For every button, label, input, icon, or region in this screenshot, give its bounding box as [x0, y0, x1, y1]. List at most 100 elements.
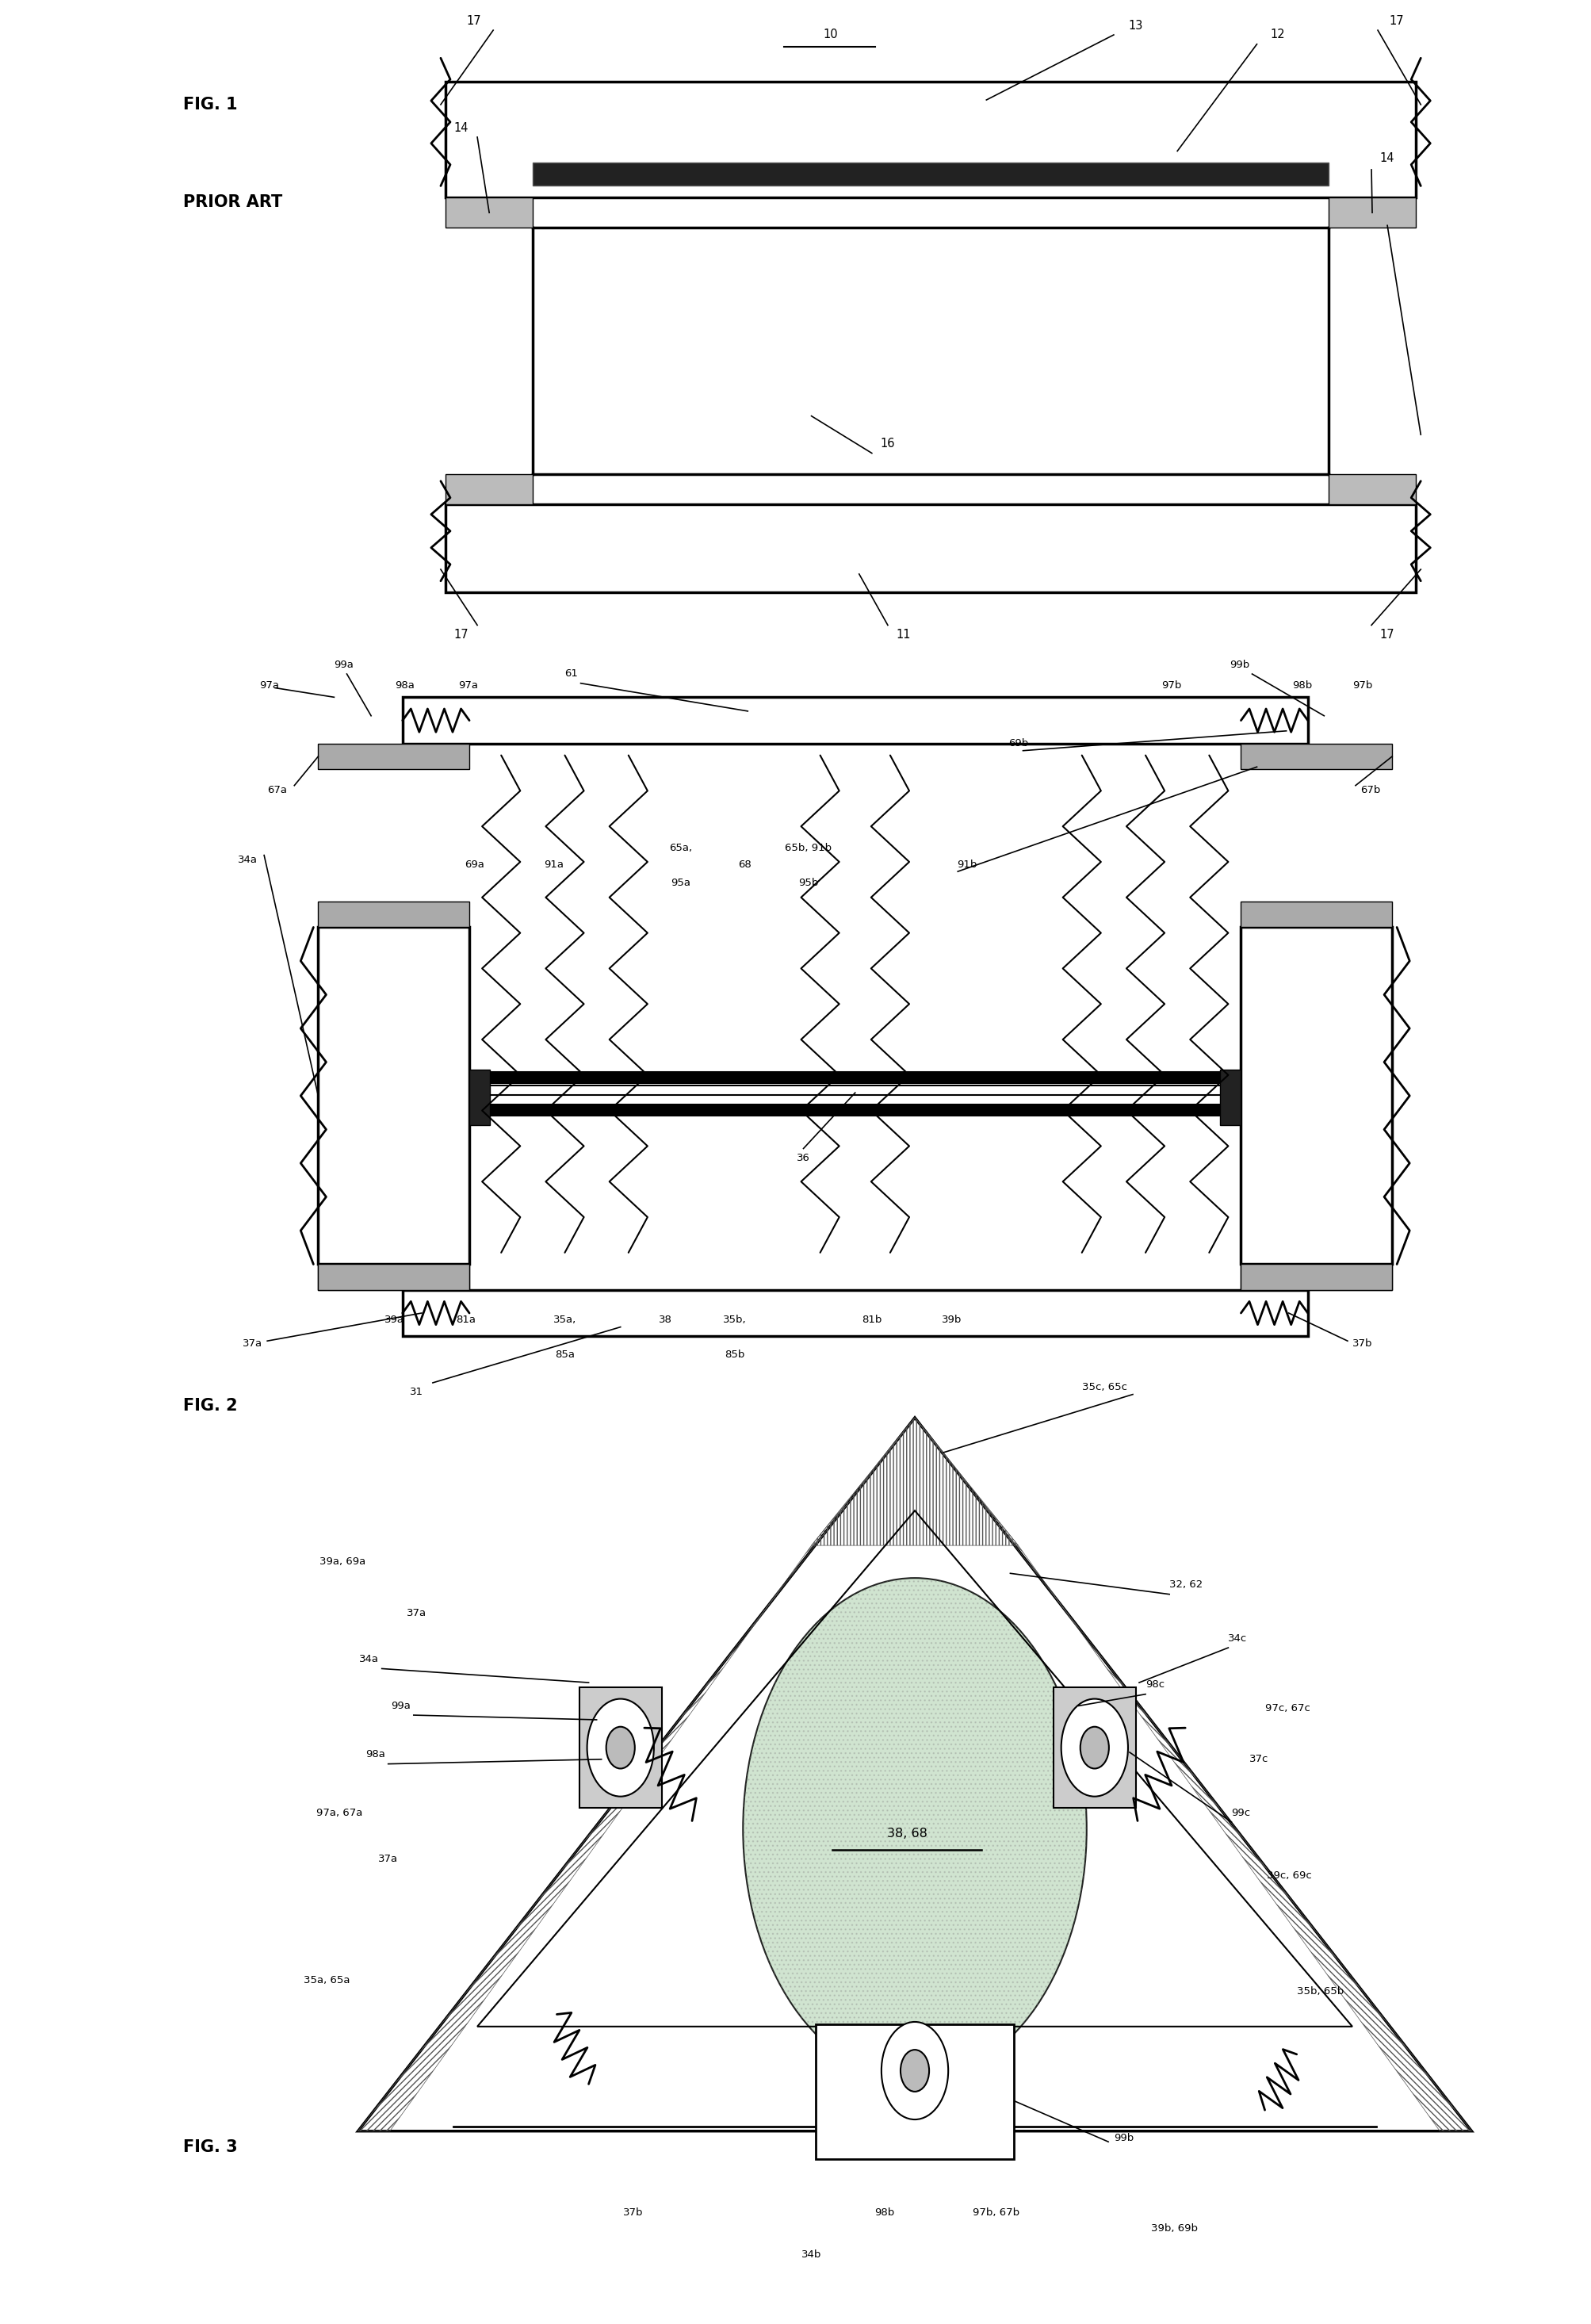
Text: 67a: 67a — [267, 786, 286, 795]
Bar — [403, 697, 1308, 744]
Bar — [1220, 1069, 1241, 1125]
Text: 68: 68 — [738, 860, 751, 869]
Text: 37b: 37b — [624, 2208, 643, 2217]
Text: 35c, 65c: 35c, 65c — [1082, 1383, 1126, 1392]
Text: 11: 11 — [896, 627, 912, 641]
Circle shape — [606, 1727, 635, 1769]
Text: 65b, 91b: 65b, 91b — [784, 844, 832, 853]
Text: 98c: 98c — [1146, 1680, 1165, 1690]
Text: 99a: 99a — [334, 660, 353, 669]
Text: 97b: 97b — [1161, 681, 1182, 690]
Text: 35b,: 35b, — [724, 1315, 746, 1325]
Text: FIG. 3: FIG. 3 — [183, 2140, 237, 2154]
Bar — [318, 1264, 469, 1290]
Text: 35a,: 35a, — [554, 1315, 576, 1325]
Bar — [815, 2024, 1015, 2159]
Text: 39a: 39a — [385, 1315, 404, 1325]
Circle shape — [587, 1699, 654, 1796]
Text: 91a: 91a — [544, 860, 563, 869]
Bar — [445, 504, 1416, 593]
Bar — [469, 1069, 490, 1125]
Text: FIG. 1: FIG. 1 — [183, 98, 237, 112]
Text: 97a, 67a: 97a, 67a — [317, 1808, 363, 1817]
Text: 95a: 95a — [671, 878, 690, 888]
Text: 32, 62: 32, 62 — [1169, 1580, 1203, 1590]
Bar — [318, 1264, 469, 1290]
Text: 85b: 85b — [725, 1350, 745, 1360]
Bar — [533, 163, 1328, 186]
Text: 34a: 34a — [239, 855, 258, 865]
Text: 69a: 69a — [465, 860, 484, 869]
Text: 39b, 69b: 39b, 69b — [1150, 2224, 1198, 2233]
Bar — [318, 927, 469, 1264]
Text: 17: 17 — [453, 627, 469, 641]
Text: 35a, 65a: 35a, 65a — [304, 1975, 350, 1985]
Text: 99c: 99c — [1231, 1808, 1251, 1817]
Text: 17: 17 — [1389, 14, 1405, 28]
Text: 39b: 39b — [942, 1315, 961, 1325]
Text: 39c, 69c: 39c, 69c — [1266, 1871, 1311, 1880]
Text: PRIOR ART: PRIOR ART — [183, 195, 282, 209]
Text: 99b: 99b — [1114, 2133, 1134, 2143]
Bar — [477, 1104, 1233, 1116]
Text: 31: 31 — [410, 1387, 423, 1397]
Bar — [1053, 1687, 1136, 1808]
Text: 37c: 37c — [1249, 1755, 1268, 1764]
Text: 81b: 81b — [862, 1315, 881, 1325]
Text: 17: 17 — [1379, 627, 1395, 641]
Text: 13: 13 — [1128, 19, 1144, 33]
Bar — [1328, 198, 1416, 228]
Text: 98b: 98b — [875, 2208, 894, 2217]
Text: 38, 68: 38, 68 — [886, 1827, 928, 1841]
Text: 14: 14 — [1379, 151, 1395, 165]
Text: 17: 17 — [466, 14, 482, 28]
Bar — [1241, 902, 1392, 927]
Text: 34a: 34a — [360, 1655, 379, 1664]
Text: 67b: 67b — [1360, 786, 1381, 795]
Bar — [1241, 1264, 1392, 1290]
Bar — [1241, 927, 1392, 1264]
Bar — [403, 1290, 1308, 1336]
Bar — [445, 198, 533, 228]
Polygon shape — [358, 1418, 1472, 2131]
Text: 14: 14 — [453, 121, 469, 135]
Text: 95b: 95b — [799, 878, 818, 888]
Text: 98a: 98a — [395, 681, 414, 690]
Text: 34c: 34c — [1228, 1634, 1247, 1643]
Bar — [477, 1071, 1233, 1083]
Text: 38: 38 — [659, 1315, 671, 1325]
Text: 98a: 98a — [366, 1750, 385, 1759]
Circle shape — [901, 2050, 929, 2092]
Text: 91b: 91b — [958, 860, 977, 869]
Text: 35b, 65b: 35b, 65b — [1297, 1987, 1344, 1996]
Text: FIG. 2: FIG. 2 — [183, 1399, 237, 1413]
Text: 34b: 34b — [802, 2250, 821, 2259]
Bar — [1241, 1264, 1392, 1290]
Text: 61: 61 — [565, 669, 578, 679]
Bar — [318, 744, 469, 769]
Text: 37a: 37a — [377, 1855, 398, 1864]
Circle shape — [1061, 1699, 1128, 1796]
Text: 69b: 69b — [1009, 739, 1028, 748]
Text: 36: 36 — [797, 1153, 810, 1162]
Text: 16: 16 — [880, 437, 896, 451]
Bar — [445, 474, 533, 504]
Text: 85a: 85a — [555, 1350, 574, 1360]
Text: 97b, 67b: 97b, 67b — [972, 2208, 1020, 2217]
Bar — [579, 1687, 662, 1808]
Text: 81a: 81a — [457, 1315, 476, 1325]
Text: 17: 17 — [1395, 209, 1411, 223]
Text: 99a: 99a — [391, 1701, 410, 1710]
Text: 39a, 69a: 39a, 69a — [320, 1557, 366, 1566]
Text: 10: 10 — [823, 28, 838, 42]
Text: 12: 12 — [1270, 28, 1286, 42]
Text: 97b: 97b — [1352, 681, 1373, 690]
Text: 99b: 99b — [1230, 660, 1251, 669]
Text: 97c, 67c: 97c, 67c — [1265, 1703, 1309, 1713]
Text: 98b: 98b — [1292, 681, 1313, 690]
Bar — [1241, 744, 1392, 769]
Bar — [477, 1085, 1233, 1095]
Text: 97a: 97a — [458, 681, 477, 690]
Text: 97a: 97a — [259, 681, 278, 690]
Text: 37a: 37a — [242, 1339, 263, 1348]
